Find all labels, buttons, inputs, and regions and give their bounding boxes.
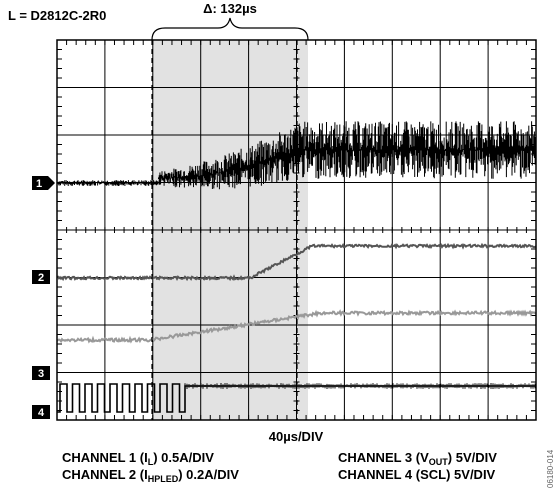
text: CHANNEL 3 (V <box>338 450 429 465</box>
frame <box>56 39 537 421</box>
channel-marker: 4 <box>32 405 50 419</box>
text: CHANNEL 4 (SCL) 5V/DIV <box>338 467 496 482</box>
subscript: HPLED <box>148 474 179 484</box>
delta-brace <box>151 17 309 41</box>
delta-label: Δ: 132µs <box>203 1 257 16</box>
marker-label: 3 <box>38 368 44 380</box>
subscript: OUT <box>429 457 449 467</box>
text: CHANNEL 2 (I <box>62 467 148 482</box>
channel-marker: 3 <box>32 366 50 380</box>
text: ) 0.5A/DIV <box>153 450 214 465</box>
subscript: L <box>148 457 154 467</box>
figure-code: 06180-014 <box>546 449 555 488</box>
marker-label: 1 <box>36 178 42 190</box>
channel-label: CHANNEL 2 (IHPLED) 0.2A/DIV <box>62 467 239 484</box>
channel-label: CHANNEL 1 (IL) 0.5A/DIV <box>62 450 214 467</box>
inductor-label: L = D2812C-2R0 <box>8 8 106 23</box>
trace-ch4-noise <box>184 383 536 389</box>
trace-ch2 <box>56 242 537 282</box>
timebase: 40µs/DIV <box>269 429 324 444</box>
trace-ch3 <box>56 309 537 344</box>
text: ) 5V/DIV <box>448 450 497 465</box>
trace-ch4 <box>57 383 536 413</box>
channel-label: CHANNEL 4 (SCL) 5V/DIV <box>338 467 496 482</box>
traces <box>56 121 537 413</box>
marker-label: 2 <box>38 272 44 284</box>
text: ) 0.2A/DIV <box>178 467 239 482</box>
channel-marker: 2 <box>32 270 50 284</box>
channel-marker: 1 <box>32 176 55 190</box>
marker-label: 4 <box>38 407 45 419</box>
text: CHANNEL 1 (I <box>62 450 148 465</box>
channel-label: CHANNEL 3 (VOUT) 5V/DIV <box>338 450 497 467</box>
